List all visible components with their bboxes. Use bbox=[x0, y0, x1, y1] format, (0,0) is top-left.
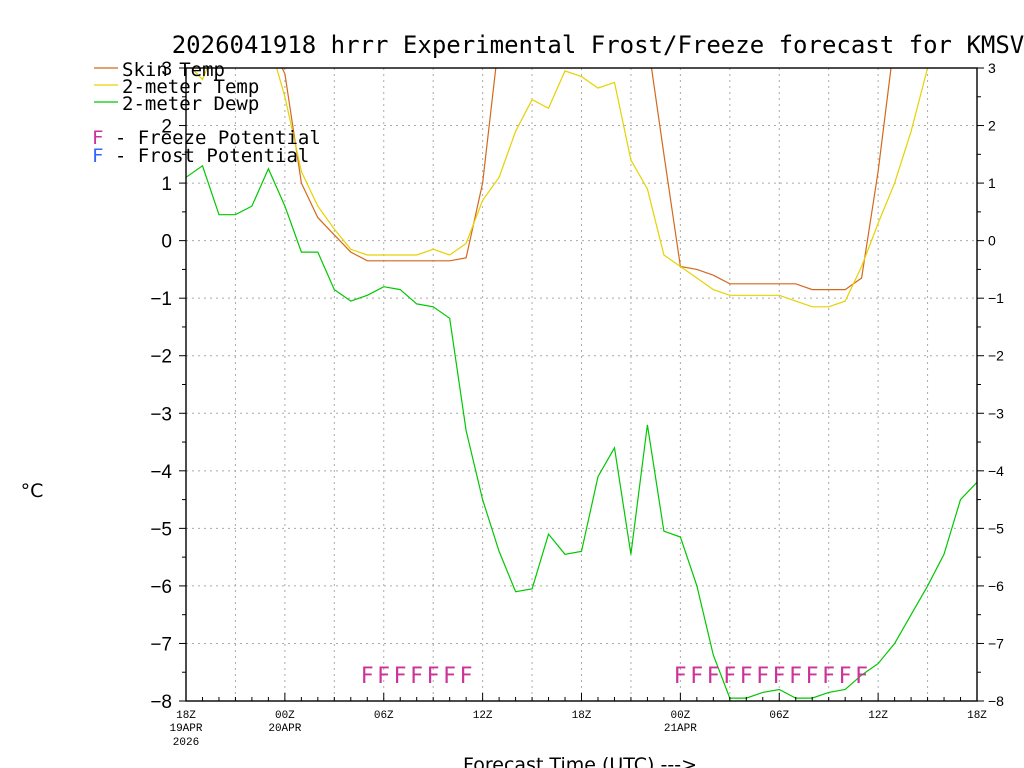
x-tick-date: 19APR bbox=[169, 723, 202, 735]
freeze-potential-mark: F bbox=[773, 664, 786, 689]
y-tick-label-left: −3 bbox=[150, 404, 172, 425]
y-tick-label-right: −1 bbox=[988, 290, 1004, 306]
y-tick-label-right: −7 bbox=[988, 635, 1004, 651]
y-tick-label-right: −5 bbox=[988, 520, 1004, 536]
y-tick-label-right: 0 bbox=[988, 233, 996, 249]
y-tick-label-left: 3 bbox=[161, 59, 172, 80]
freeze-potential-mark: F bbox=[740, 664, 753, 689]
x-tick-label: 18Z bbox=[967, 710, 987, 722]
freeze-potential-mark: F bbox=[839, 664, 852, 689]
y-tick-label-left: 0 bbox=[161, 232, 172, 253]
y-tick-label-left: −2 bbox=[150, 347, 172, 368]
potential-legend-text: - Freeze Potential bbox=[103, 127, 320, 149]
x-tick-label: 18Z bbox=[572, 710, 592, 722]
x-tick-label: 18Z bbox=[176, 710, 196, 722]
y-tick-label-right: −4 bbox=[988, 463, 1004, 479]
y-tick-label-right: 2 bbox=[988, 118, 996, 134]
y-tick-label-left: −6 bbox=[150, 577, 172, 598]
potential-legend-text: - Frost Potential bbox=[103, 145, 309, 167]
freeze-potential-mark: F bbox=[674, 664, 687, 689]
y-tick-label-left: 2 bbox=[161, 117, 172, 138]
freeze-potential-mark: F bbox=[691, 664, 704, 689]
x-tick-label: 00Z bbox=[670, 710, 690, 722]
freeze-potential-mark: F bbox=[855, 664, 868, 689]
freeze-potential-mark: F bbox=[377, 664, 390, 689]
x-tick-label: 12Z bbox=[473, 710, 493, 722]
x-tick-year: 2026 bbox=[173, 737, 199, 749]
y-tick-label-right: −3 bbox=[988, 405, 1004, 421]
axis-ticks: −8 −8 −7 −7 −6 −6 −5 −5 −4 −4 −3 −3 −2 −2 −1 −1 0 0 1 1 2 2 3 3… bbox=[150, 59, 1004, 749]
chart-title: 2026041918 hrrr Experimental Frost/Freez… bbox=[172, 31, 1024, 59]
freeze-potential-mark: F bbox=[410, 664, 423, 689]
freeze-potential-mark: F bbox=[361, 664, 374, 689]
y-tick-label-right: −2 bbox=[988, 348, 1004, 364]
freeze-potential-mark: F bbox=[427, 664, 440, 689]
freeze-potential-mark: F bbox=[806, 664, 819, 689]
x-tick-label: 12Z bbox=[868, 710, 888, 722]
y-tick-label-left: −5 bbox=[150, 519, 172, 540]
legend-label: 2-meter Temp bbox=[122, 76, 259, 98]
freeze-potential-mark: F bbox=[394, 664, 407, 689]
potential-legend-letter: F bbox=[92, 145, 103, 167]
y-tick-label-left: 1 bbox=[161, 174, 172, 195]
y-tick-label-right: −6 bbox=[988, 578, 1004, 594]
y-tick-label-left: −7 bbox=[150, 634, 172, 655]
potential-legend-entry: F - Frost Potential bbox=[92, 145, 309, 167]
series-line-skin-temp bbox=[281, 68, 892, 291]
series-layer bbox=[186, 68, 977, 699]
x-tick-label: 06Z bbox=[374, 710, 394, 722]
freeze-potential-mark: F bbox=[460, 664, 473, 689]
freeze-potential-mark: F bbox=[443, 664, 456, 689]
y-tick-label-left: −4 bbox=[150, 462, 172, 483]
x-tick-label: 00Z bbox=[275, 710, 295, 722]
freeze-potential-mark: F bbox=[789, 664, 802, 689]
legend-label: 2-meter Dewp bbox=[122, 93, 259, 115]
y-axis-label: °C bbox=[21, 480, 44, 502]
x-tick-date: 21APR bbox=[664, 723, 697, 735]
y-tick-label-left: −1 bbox=[150, 289, 172, 310]
legend-label: Skin Temp bbox=[122, 59, 225, 81]
series-line-2-meter-temp bbox=[190, 68, 929, 308]
freeze-potential-mark: F bbox=[756, 664, 769, 689]
y-tick-label-right: 1 bbox=[988, 175, 996, 191]
x-tick-label: 06Z bbox=[769, 710, 789, 722]
x-axis-label: Forecast Time (UTC) ---> bbox=[463, 754, 697, 768]
potential-legend-entry: F - Freeze Potential bbox=[92, 127, 321, 149]
x-tick-date: 20APR bbox=[268, 723, 301, 735]
potential-legend-letter: F bbox=[92, 127, 103, 149]
freeze-potential-mark: F bbox=[822, 664, 835, 689]
freeze-potential-mark: F bbox=[707, 664, 720, 689]
y-tick-label-left: −8 bbox=[150, 692, 172, 713]
y-tick-label-right: −8 bbox=[988, 693, 1004, 709]
y-tick-label-right: 3 bbox=[988, 60, 996, 76]
series-line-2-meter-dewp bbox=[186, 164, 977, 699]
freeze-potential-mark: F bbox=[723, 664, 736, 689]
